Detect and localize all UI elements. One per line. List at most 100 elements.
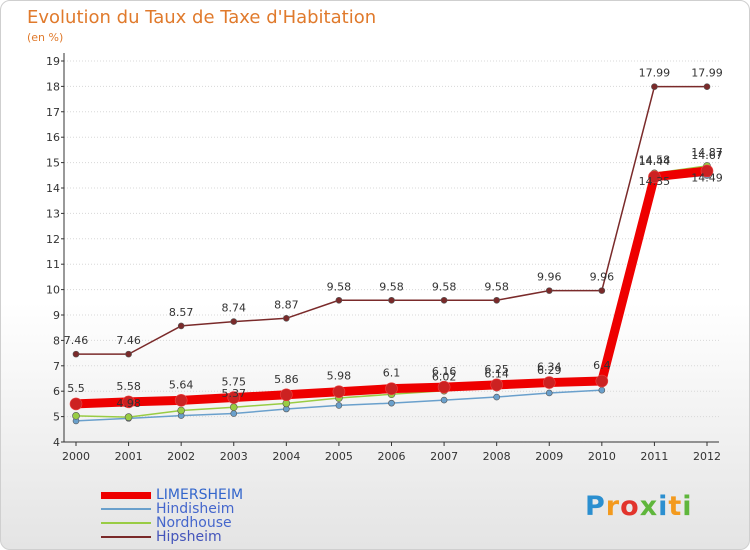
proxiti-logo: Proxiti <box>585 491 693 522</box>
axes: 4 5 6 7 8 9 10 11 12 13 14 15 16 17 18 19 2000 2001 2002 20… <box>46 53 721 463</box>
point-limersheim-2008 <box>490 378 503 392</box>
point-nordhouse-2001 <box>124 413 133 421</box>
data-label-limersheim-2001: 5.58 <box>116 380 141 393</box>
point-hipsheim-2006 <box>388 296 395 304</box>
point-hipsheim-2004 <box>283 315 290 322</box>
y-tick-label: 7 <box>53 360 60 373</box>
y-tick-label: 4 <box>53 436 60 449</box>
data-label-limersheim-2000: 5.5 <box>67 382 85 395</box>
data-label-limersheim-2010: 6.4 <box>593 359 611 372</box>
legend-label: Hipsheim <box>156 529 222 545</box>
point-hipsheim-2003 <box>230 318 238 325</box>
logo-letter: x <box>639 491 659 522</box>
x-tick-label: 2012 <box>693 450 721 463</box>
logo-letter: o <box>620 491 640 522</box>
x-tick-label: 2008 <box>483 450 511 463</box>
point-hindisheim-2007 <box>440 396 448 404</box>
point-hindisheim-2006 <box>388 399 395 407</box>
data-label-nordhouse-2008: 6.14 <box>484 368 509 381</box>
x-tick-label: 2004 <box>272 450 300 463</box>
point-hindisheim-2003 <box>230 410 238 417</box>
data-label-hipsheim-2012: 17.99 <box>691 67 723 80</box>
point-hipsheim-2008 <box>493 296 500 304</box>
point-limersheim-2002 <box>174 394 188 407</box>
data-label-nordhouse-2011: 14.58 <box>639 153 671 166</box>
point-hipsheim-2000 <box>72 350 80 358</box>
logo-letter: t <box>668 491 683 522</box>
series-lines <box>69 83 714 425</box>
legend-swatch <box>101 491 151 499</box>
data-label-limersheim-2008: 6.25 <box>484 363 509 376</box>
data-label-limersheim-2012: 14.67 <box>691 149 723 162</box>
point-hipsheim-2001 <box>125 350 132 358</box>
data-label-hipsheim-2007: 9.58 <box>432 280 457 293</box>
data-label-limersheim-2003: 5.75 <box>222 376 247 389</box>
y-tick-label: 17 <box>46 106 60 119</box>
data-label-limersheim-2009: 6.34 <box>537 361 562 374</box>
point-hipsheim-2002 <box>177 322 185 330</box>
chart-title: Evolution du Taux de Taxe d'Habitation <box>27 7 377 28</box>
legend-item-limersheim: LIMERSHEIM <box>101 488 243 502</box>
point-hipsheim-2012 <box>703 83 711 90</box>
logo-letter: i <box>658 491 669 522</box>
x-tick-label: 2002 <box>167 450 195 463</box>
point-limersheim-2010 <box>595 374 609 388</box>
data-label-hipsheim-2005: 9.58 <box>327 280 352 293</box>
y-tick-label: 10 <box>46 284 60 297</box>
legend-swatch <box>101 522 151 524</box>
data-label-nordhouse-2001: 4.98 <box>116 397 141 410</box>
data-label-hipsheim-2001: 7.46 <box>116 334 141 347</box>
point-limersheim-2012 <box>700 164 714 178</box>
x-tick-label: 2009 <box>535 450 563 463</box>
point-hipsheim-2007 <box>440 296 448 304</box>
data-label-hipsheim-2010: 9.96 <box>590 271 615 284</box>
y-tick-label: 16 <box>46 131 60 144</box>
data-label-hipsheim-2003: 8.74 <box>222 302 247 315</box>
y-tick-label: 12 <box>46 233 60 246</box>
point-hindisheim-2009 <box>545 389 553 397</box>
point-limersheim-2001 <box>122 395 135 409</box>
data-label-limersheim-2005: 5.98 <box>327 370 352 383</box>
legend-label: LIMERSHEIM <box>156 487 244 503</box>
point-limersheim-2004 <box>280 388 293 402</box>
data-label-hipsheim-2008: 9.58 <box>484 280 509 293</box>
data-label-hipsheim-2009: 9.96 <box>537 271 562 284</box>
point-limersheim-2011 <box>648 170 661 184</box>
y-tick-label: 5 <box>53 411 60 424</box>
y-tick-label: 15 <box>46 157 60 170</box>
y-tick-label: 19 <box>46 55 60 68</box>
y-tick-label: 14 <box>46 182 60 195</box>
data-label-limersheim-2011: 14.44 <box>639 155 671 168</box>
data-label-limersheim-2002: 5.64 <box>169 378 194 391</box>
chart-subtitle: (en %) <box>27 31 64 44</box>
point-hindisheim-2010 <box>598 386 606 394</box>
x-tick-label: 2001 <box>115 450 143 463</box>
legend-swatch <box>101 508 151 510</box>
data-label-nordhouse-2009: 6.29 <box>537 364 562 377</box>
data-label-hipsheim-2006: 9.58 <box>379 280 404 293</box>
data-label-limersheim-2004: 5.86 <box>274 373 299 386</box>
logo-letter: r <box>605 491 621 522</box>
x-tick-label: 2000 <box>62 450 90 463</box>
data-label-hipsheim-2004: 8.87 <box>274 298 299 311</box>
x-tick-label: 2005 <box>325 450 353 463</box>
point-limersheim-2005 <box>332 385 346 399</box>
data-label-hipsheim-2002: 8.57 <box>169 306 194 319</box>
data-label-hindisheim-2011: 14.35 <box>639 175 671 188</box>
point-hindisheim-2005 <box>335 402 343 409</box>
y-tick-label: 18 <box>46 80 60 93</box>
x-tick-label: 2006 <box>378 450 406 463</box>
legend-item-hindisheim: Hindisheim <box>101 502 243 516</box>
data-label-hipsheim-2000: 7.46 <box>64 334 89 347</box>
point-limersheim-2009 <box>542 376 556 389</box>
data-label-nordhouse-2007: 6.02 <box>432 371 457 384</box>
y-tick-label: 11 <box>46 258 60 271</box>
legend-item-hipsheim: Hipsheim <box>101 530 243 544</box>
x-tick-label: 2007 <box>430 450 458 463</box>
legend-swatch <box>101 536 151 538</box>
y-tick-label: 8 <box>53 334 60 347</box>
point-hipsheim-2010 <box>598 287 606 294</box>
legend-label: Hindisheim <box>156 501 235 517</box>
data-label-hipsheim-2011: 17.99 <box>639 67 671 80</box>
point-limersheim-2000 <box>69 397 83 411</box>
